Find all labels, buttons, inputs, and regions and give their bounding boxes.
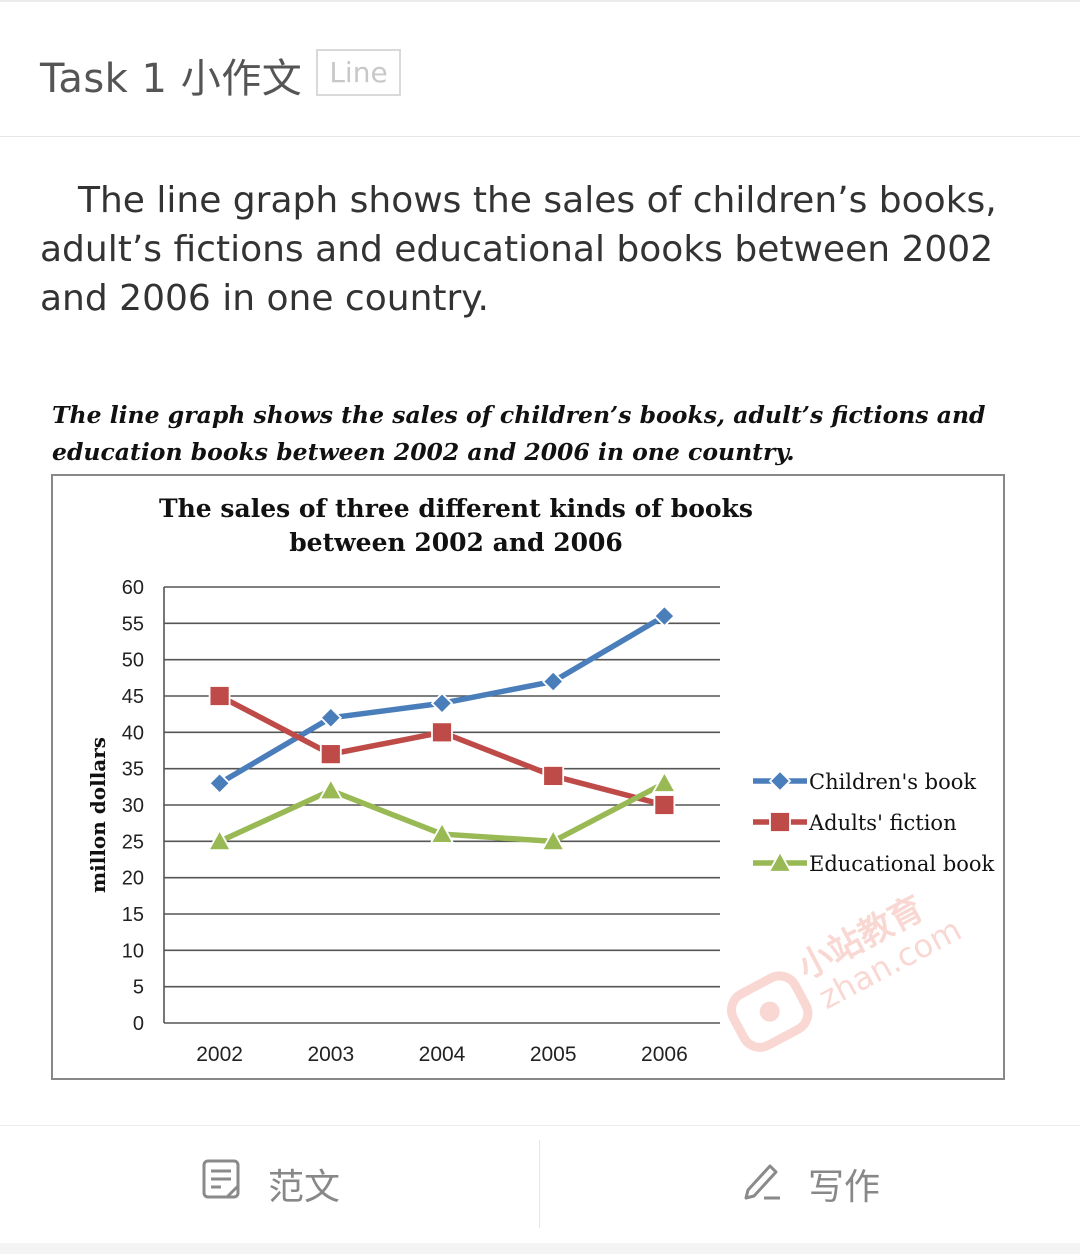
data-point <box>653 604 676 628</box>
y-tick-label: 5 <box>133 977 144 999</box>
data-point <box>208 771 231 795</box>
task-figure: The line graph shows the sales of childr… <box>0 385 1080 1095</box>
y-tick-label: 50 <box>122 650 144 672</box>
task-prompt: The line graph shows the sales of childr… <box>40 180 997 319</box>
write-button[interactable]: 写作 <box>740 1156 880 1212</box>
model-essay-label: 范文 <box>268 1167 341 1208</box>
data-point <box>541 670 565 693</box>
legend-label: Adults' fiction <box>808 811 957 835</box>
data-point <box>430 691 454 715</box>
figure-caption: The line graph shows the sales of childr… <box>52 401 986 466</box>
y-tick-label: 10 <box>122 940 144 962</box>
bottom-divider <box>539 1140 540 1228</box>
data-point <box>318 777 344 801</box>
chart-frame: The sales of three different kinds of bo… <box>51 474 1005 1080</box>
data-point <box>429 821 455 844</box>
y-tick-label: 55 <box>122 613 144 635</box>
data-point <box>319 706 343 730</box>
y-tick-label: 0 <box>133 1013 144 1035</box>
y-tick-label: 25 <box>122 831 144 853</box>
legend-label: Children's book <box>809 770 976 794</box>
footer-strip <box>0 1243 1080 1254</box>
watermark-logo-shape <box>727 971 813 1052</box>
legend-marker <box>767 850 793 873</box>
data-point <box>208 685 231 707</box>
data-point <box>431 721 453 744</box>
legend-label: Educational book <box>809 852 995 876</box>
chart-title: The sales of three different kinds of bo… <box>53 492 1007 560</box>
y-tick-label: 20 <box>122 868 144 890</box>
data-point <box>653 794 676 816</box>
write-label: 写作 <box>808 1167 881 1208</box>
y-axis-label: millon dollars <box>86 737 110 893</box>
document-icon <box>200 1158 244 1211</box>
data-point <box>540 828 566 852</box>
x-tick-label: 2002 <box>196 1043 243 1066</box>
y-tick-label: 40 <box>122 722 144 744</box>
watermark-logo-dot <box>759 1001 780 1022</box>
data-point <box>207 828 233 852</box>
top-divider <box>0 0 1080 2</box>
chart-title-line2: between 2002 and 2006 <box>289 528 623 557</box>
legend-marker <box>768 769 792 793</box>
data-point <box>542 765 565 787</box>
x-tick-label: 2004 <box>419 1043 466 1066</box>
model-essay-button[interactable]: 范文 <box>200 1156 340 1212</box>
chart-title-line1: The sales of three different kinds of bo… <box>159 494 753 523</box>
pen-icon <box>740 1158 784 1211</box>
x-tick-label: 2003 <box>307 1043 354 1066</box>
chart-type-tag: Line <box>316 49 401 96</box>
x-tick-label: 2006 <box>641 1043 688 1066</box>
y-tick-label: 30 <box>122 795 144 817</box>
page-title: Task 1 小作文 <box>40 56 303 102</box>
header: Task 1 小作文 Line <box>0 2 1080 137</box>
bottom-action-bar: 范文 写作 <box>0 1125 1080 1244</box>
data-point <box>319 743 342 766</box>
legend-marker <box>769 811 791 833</box>
y-tick-label: 60 <box>122 577 144 599</box>
y-tick-label: 45 <box>122 686 144 708</box>
y-tick-label: 15 <box>122 904 144 926</box>
x-tick-label: 2005 <box>530 1043 577 1066</box>
y-tick-label: 35 <box>122 759 144 781</box>
data-point <box>651 770 677 793</box>
